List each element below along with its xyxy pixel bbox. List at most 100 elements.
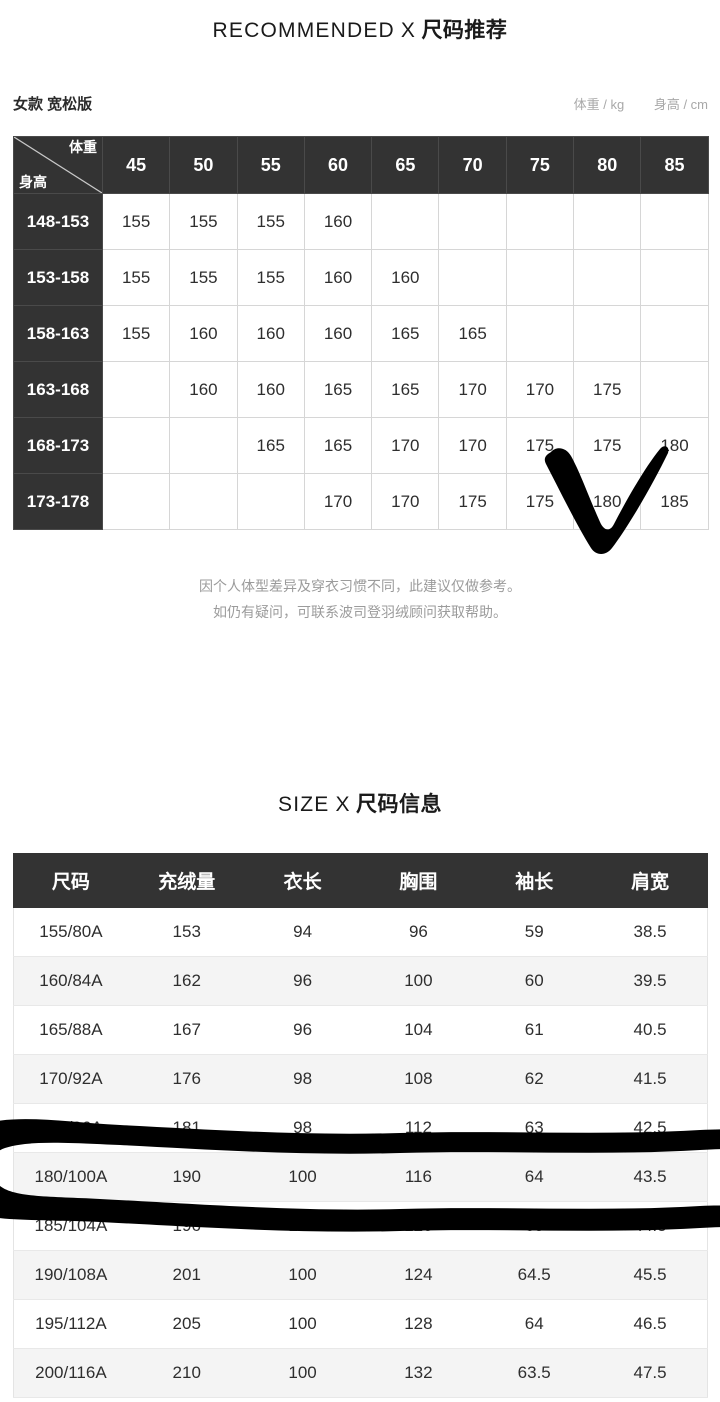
weight-column-header: 45	[101, 136, 171, 194]
size-title-english: SIZE	[278, 793, 330, 816]
size-measurement-cell: 96	[244, 1005, 361, 1055]
recommended-size-cell: 160	[303, 305, 373, 362]
recommend-title-chinese: 尺码推荐	[421, 19, 508, 42]
size-measurement-cell: 120	[360, 1201, 477, 1251]
recommended-size-cell: 160	[371, 249, 440, 306]
recommended-size-cell	[169, 473, 238, 530]
table-row: 173-178 170 170 175 175 180 185	[13, 473, 709, 530]
size-measurement-cell: 41.5	[592, 1054, 708, 1104]
recommended-size-cell: 155	[236, 193, 305, 250]
recommended-size-cell	[573, 193, 642, 250]
size-measurement-cell: 61	[476, 1005, 593, 1055]
recommended-size-cell	[573, 305, 642, 362]
size-measurement-cell: 64	[476, 1152, 593, 1202]
recommended-size-cell: 160	[236, 305, 305, 362]
recommend-subheader: 女款 宽松版 体重 / kg 身高 / cm	[13, 93, 708, 115]
size-measurement-cell: 98	[244, 1054, 361, 1104]
size-label-cell: 165/88A	[13, 1005, 129, 1055]
size-section-title: SIZE X 尺码信息	[0, 788, 720, 818]
recommended-size-cell	[438, 249, 507, 306]
table-row: 158-163 155 160 160 160 165 165	[13, 305, 709, 362]
recommended-size-cell: 160	[169, 361, 238, 418]
size-measurement-cell: 167	[128, 1005, 245, 1055]
size-measurement-cell: 65	[476, 1201, 593, 1251]
product-style-label: 女款 宽松版	[13, 96, 93, 113]
size-label-cell: 170/92A	[13, 1054, 129, 1104]
recommend-section-title: RECOMMENDED X 尺码推荐	[0, 14, 720, 44]
table-row: 160/84A 162 96 100 60 39.5	[13, 956, 708, 1006]
recommended-size-cell: 155	[169, 193, 238, 250]
recommended-size-cell: 165	[303, 361, 373, 418]
recommended-size-cell	[371, 193, 440, 250]
recommended-size-cell: 170	[371, 473, 440, 530]
size-measurement-cell: 64	[476, 1299, 593, 1349]
recommended-size-cell: 170	[438, 417, 507, 474]
recommended-size-cell: 175	[573, 361, 642, 418]
weight-column-header: 80	[573, 136, 642, 194]
corner-weight-label: 体重	[69, 139, 97, 155]
size-label-cell: 195/112A	[13, 1299, 129, 1349]
recommended-size-cell	[169, 417, 238, 474]
recommended-size-cell	[640, 305, 709, 362]
size-measurement-cell: 116	[360, 1152, 477, 1202]
unit-height-label: 身高 / cm	[653, 97, 708, 112]
recommended-size-cell: 175	[573, 417, 642, 474]
recommended-size-cell: 160	[236, 361, 305, 418]
recommended-size-cell: 165	[438, 305, 507, 362]
size-measurement-cell: 128	[360, 1299, 477, 1349]
recommended-size-cell: 155	[101, 305, 171, 362]
recommended-size-cell: 155	[236, 249, 305, 306]
size-column-header: 充绒量	[128, 853, 245, 908]
recommended-size-cell	[101, 361, 171, 418]
size-measurement-cell: 132	[360, 1348, 477, 1398]
table-row: 148-153 155 155 155 160	[13, 193, 709, 250]
size-measurement-cell: 196	[128, 1201, 245, 1251]
size-measurement-cell: 60	[476, 956, 593, 1006]
size-measurement-cell: 153	[128, 908, 245, 957]
height-range-cell: 158-163	[13, 305, 103, 362]
size-measurement-cell: 47.5	[592, 1348, 708, 1398]
footnote-line-1: 因个人体型差异及穿衣习惯不同，此建议仅做参考。	[199, 578, 521, 594]
recommended-size-cell: 165	[236, 417, 305, 474]
height-range-cell: 163-168	[13, 361, 103, 418]
recommended-size-cell: 165	[371, 361, 440, 418]
size-measurement-cell: 104	[360, 1005, 477, 1055]
size-measurement-cell: 64.5	[476, 1250, 593, 1300]
size-column-header: 衣长	[244, 853, 361, 908]
table-row: 185/104A 196 100 120 65 44.5	[13, 1201, 708, 1251]
recommended-size-cell	[640, 361, 709, 418]
recommended-size-cell: 165	[303, 417, 373, 474]
size-measurement-cell: 43.5	[592, 1152, 708, 1202]
size-measurement-cell: 108	[360, 1054, 477, 1104]
unit-legend: 体重 / kg 身高 / cm	[548, 94, 708, 113]
recommended-size-cell	[640, 193, 709, 250]
recommended-size-cell	[573, 249, 642, 306]
weight-column-header: 85	[640, 136, 709, 194]
recommended-size-cell: 165	[371, 305, 440, 362]
recommended-size-cell: 170	[438, 361, 507, 418]
table-row: 190/108A 201 100 124 64.5 45.5	[13, 1250, 708, 1300]
table-row: 200/116A 210 100 132 63.5 47.5	[13, 1348, 708, 1398]
recommended-size-cell: 170	[505, 361, 575, 418]
axis-corner-cell: 体重 身高	[13, 136, 103, 194]
recommended-size-cell: 185	[640, 473, 709, 530]
recommended-size-cell: 175	[438, 473, 507, 530]
recommended-size-cell: 170	[303, 473, 373, 530]
recommended-size-cell: 160	[303, 249, 373, 306]
size-measurement-cell: 63	[476, 1103, 593, 1153]
size-measurement-cell: 190	[128, 1152, 245, 1202]
weight-column-header: 70	[438, 136, 507, 194]
recommended-size-cell: 160	[303, 193, 373, 250]
size-measurement-cell: 96	[360, 908, 477, 957]
size-measurement-cell: 45.5	[592, 1250, 708, 1300]
size-column-header: 袖长	[476, 853, 593, 908]
recommended-size-cell: 175	[505, 473, 575, 530]
recommended-size-cell	[438, 193, 507, 250]
size-measurement-cell: 210	[128, 1348, 245, 1398]
recommended-size-cell: 155	[101, 193, 171, 250]
table-row: 165/88A 167 96 104 61 40.5	[13, 1005, 708, 1055]
weight-column-header: 75	[505, 136, 575, 194]
size-recommendation-table: 体重 身高 45 50 55 60 65 70 75 80 85 148-153 155 155 15…	[13, 136, 709, 530]
size-measurement-cell: 181	[128, 1103, 245, 1153]
height-range-cell: 173-178	[13, 473, 103, 530]
